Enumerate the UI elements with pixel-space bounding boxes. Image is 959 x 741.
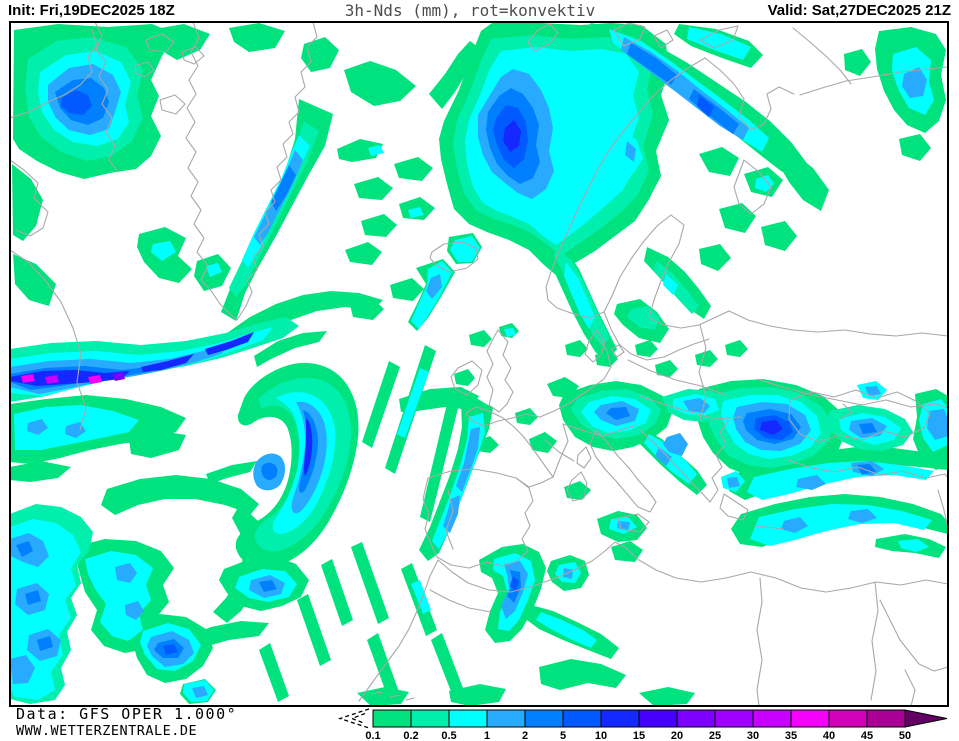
legend-cell <box>790 709 830 728</box>
legend-tick-label: 5 <box>560 730 566 741</box>
legend-tick-label: 35 <box>785 730 797 741</box>
legend-cell <box>828 709 868 728</box>
legend-tick-label: 10 <box>595 730 607 741</box>
map-frame <box>9 21 949 707</box>
legend-cell <box>448 709 488 728</box>
legend-cell <box>486 709 526 728</box>
legend-cells: 0.1 0.2 0.5 1 2 5 10 15 20 25 30 35 40 45 50 <box>365 709 948 741</box>
legend-cell <box>410 709 450 728</box>
legend-cell <box>524 709 564 728</box>
legend-tick-label: 50 <box>899 730 911 741</box>
legend-tick-label: 40 <box>823 730 835 741</box>
legend-tick-label: 20 <box>671 730 683 741</box>
precipitation-legend: 0.1 0.2 0.5 1 2 5 10 15 20 25 30 35 40 45 50 <box>337 708 948 741</box>
legend-cell <box>562 709 602 728</box>
init-time-label: Init: Fri,19DEC2025 18Z <box>8 2 175 19</box>
legend-tick-label: 15 <box>633 730 645 741</box>
legend-tick-label: 45 <box>861 730 873 741</box>
website-label: WWW.WETTERZENTRALE.DE <box>16 723 198 739</box>
legend-tick-label: 0.1 <box>365 730 380 741</box>
legend-tick-label: 25 <box>709 730 721 741</box>
precipitation-group <box>10 23 948 706</box>
legend-tick-label: 0.2 <box>403 730 418 741</box>
legend-cell <box>600 709 640 728</box>
legend-tick-label: 1 <box>484 730 490 741</box>
legend-overflow-arrow <box>904 709 948 728</box>
legend-tick-label: 0.5 <box>441 730 456 741</box>
below-min-wedge-icon <box>337 708 370 729</box>
legend-cell <box>676 709 716 728</box>
legend-tick-label: 30 <box>747 730 759 741</box>
coastlines-group <box>10 22 948 706</box>
valid-time-label: Valid: Sat,27DEC2025 21Z <box>767 2 951 19</box>
data-source-label: Data: GFS OPER 1.000° <box>16 705 238 723</box>
legend-cell <box>372 709 412 728</box>
legend-cell <box>752 709 792 728</box>
legend-cell <box>638 709 678 728</box>
legend-cell <box>866 709 906 728</box>
legend-cell <box>714 709 754 728</box>
legend-tick-label: 2 <box>522 730 528 741</box>
